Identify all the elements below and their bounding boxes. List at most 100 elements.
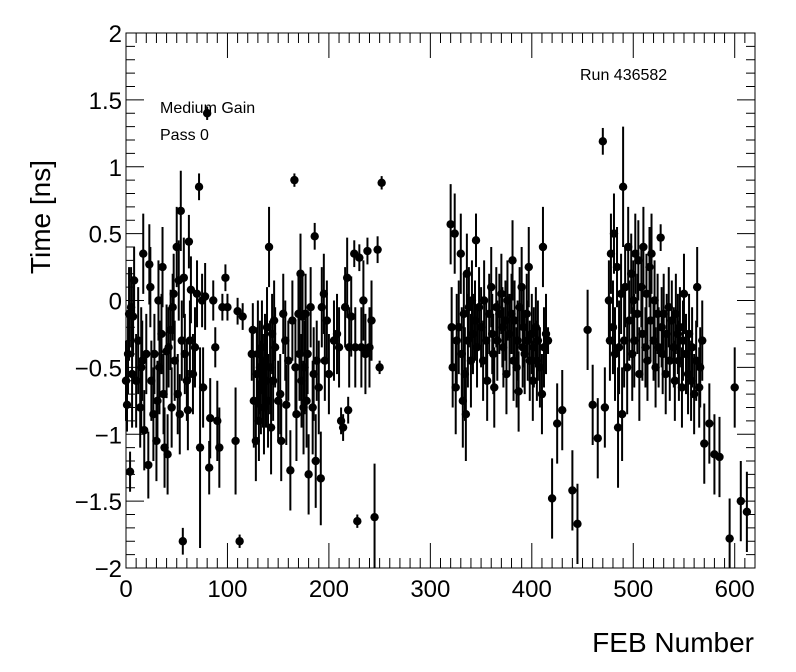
data-point [284, 356, 293, 365]
data-point [613, 423, 623, 432]
data-point [656, 233, 665, 242]
data-point [450, 229, 459, 238]
data-point [306, 302, 315, 312]
data-point [270, 343, 280, 352]
data-point [479, 296, 489, 305]
data-point [627, 269, 636, 278]
data-point [309, 369, 318, 379]
data-point [251, 436, 261, 446]
data-point [157, 329, 166, 339]
data-point [645, 262, 654, 272]
data-point [684, 329, 694, 339]
data-point [705, 419, 714, 428]
pass-annotation: Pass 0 [160, 127, 209, 144]
data-point [464, 302, 474, 312]
data-point [653, 309, 662, 319]
data-point [182, 376, 192, 385]
data-point [541, 329, 551, 339]
data-point [606, 249, 616, 258]
data-point [259, 403, 269, 412]
data-point [367, 316, 376, 325]
data-point [447, 323, 456, 332]
data-point [664, 302, 673, 312]
data-point [605, 336, 615, 345]
data-point [523, 336, 532, 345]
x-tick-label: 400 [512, 576, 552, 603]
data-point [454, 323, 463, 332]
data-point [249, 396, 259, 406]
data-point [152, 436, 161, 446]
data-point [478, 356, 488, 365]
data-point [600, 403, 610, 412]
data-point [221, 273, 230, 282]
data-point [687, 343, 697, 352]
data-point [138, 356, 147, 365]
data-point [452, 336, 461, 345]
data-point [247, 349, 256, 359]
data-point [470, 316, 480, 325]
data-point [211, 343, 220, 352]
data-point [513, 336, 522, 345]
data-point [518, 343, 527, 352]
data-point [643, 356, 652, 365]
y-tick-label: 2 [109, 21, 122, 48]
data-point [136, 403, 145, 412]
data-point [262, 323, 272, 332]
data-point [167, 403, 176, 412]
data-point [633, 309, 642, 319]
data-point [501, 316, 510, 325]
data-point [618, 182, 628, 192]
data-point [683, 369, 693, 379]
data-point [178, 537, 188, 546]
data-point [638, 329, 647, 339]
data-point [373, 245, 382, 254]
x-tick-label: 0 [119, 576, 132, 603]
data-point [194, 182, 204, 192]
data-point [515, 302, 524, 312]
x-tick-label: 100 [207, 576, 247, 603]
data-point [698, 336, 707, 345]
data-point [310, 232, 319, 241]
data-point [463, 336, 473, 345]
y-axis-label: Time [ns] [25, 160, 56, 274]
data-point [129, 276, 139, 285]
data-point [343, 405, 353, 415]
data-point [527, 329, 537, 339]
data-point [507, 309, 516, 319]
data-point [231, 436, 240, 446]
data-point [295, 349, 304, 359]
data-point [481, 336, 491, 345]
data-point [502, 369, 511, 379]
data-point [235, 537, 244, 546]
data-point [514, 387, 523, 396]
data-point [588, 400, 597, 410]
data-point [336, 416, 346, 426]
data-point [538, 242, 548, 252]
data-point [299, 403, 308, 412]
data-point [312, 356, 321, 365]
data-point [252, 369, 262, 379]
data-point [628, 349, 637, 359]
data-point [665, 356, 674, 365]
data-point [535, 363, 545, 372]
data-point [149, 409, 158, 419]
data-point [267, 329, 277, 339]
data-point [520, 349, 529, 359]
data-point [319, 289, 329, 299]
data-point [631, 249, 640, 258]
data-point [657, 323, 666, 332]
data-point [269, 316, 279, 325]
data-point [598, 137, 608, 146]
data-point [154, 296, 163, 305]
data-point [461, 409, 471, 419]
data-point [320, 356, 330, 365]
data-point [497, 289, 506, 299]
data-point [457, 349, 467, 359]
data-point [168, 302, 177, 312]
data-point [353, 516, 362, 526]
data-point [324, 369, 334, 379]
data-point [361, 349, 370, 359]
data-point [282, 400, 291, 410]
y-tick-label: −2 [95, 556, 122, 583]
